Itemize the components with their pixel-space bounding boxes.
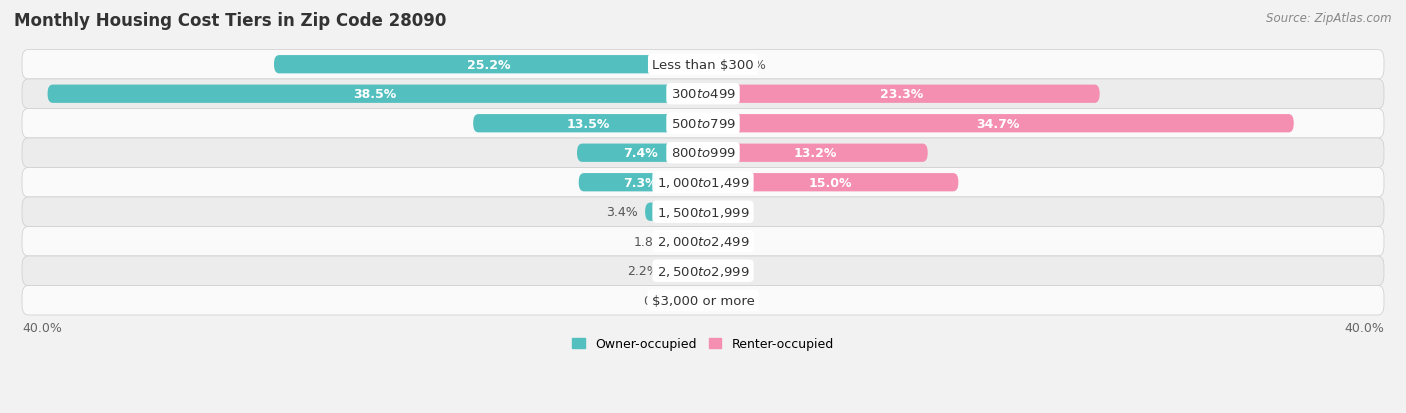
FancyBboxPatch shape <box>22 80 1384 109</box>
Text: 0.0%: 0.0% <box>710 265 742 278</box>
Text: $1,500 to $1,999: $1,500 to $1,999 <box>657 205 749 219</box>
FancyBboxPatch shape <box>645 203 703 221</box>
Text: 25.2%: 25.2% <box>467 59 510 71</box>
FancyBboxPatch shape <box>22 197 1384 227</box>
Text: Monthly Housing Cost Tiers in Zip Code 28090: Monthly Housing Cost Tiers in Zip Code 2… <box>14 12 447 30</box>
FancyBboxPatch shape <box>48 85 703 104</box>
FancyBboxPatch shape <box>22 227 1384 256</box>
Text: 15.0%: 15.0% <box>808 176 852 189</box>
FancyBboxPatch shape <box>579 173 703 192</box>
FancyBboxPatch shape <box>703 173 959 192</box>
Text: 40.0%: 40.0% <box>22 322 62 335</box>
Text: 2.2%: 2.2% <box>627 265 659 278</box>
Text: $300 to $499: $300 to $499 <box>671 88 735 101</box>
Text: $500 to $799: $500 to $799 <box>671 117 735 131</box>
Text: 7.3%: 7.3% <box>623 176 658 189</box>
Text: $3,000 or more: $3,000 or more <box>651 294 755 307</box>
FancyBboxPatch shape <box>703 85 1099 104</box>
Text: $2,500 to $2,999: $2,500 to $2,999 <box>657 264 749 278</box>
FancyBboxPatch shape <box>22 50 1384 80</box>
FancyBboxPatch shape <box>703 144 928 162</box>
Text: $2,000 to $2,499: $2,000 to $2,499 <box>657 235 749 249</box>
FancyBboxPatch shape <box>474 115 703 133</box>
FancyBboxPatch shape <box>274 56 703 74</box>
Text: 13.2%: 13.2% <box>793 147 837 160</box>
Text: 0.0%: 0.0% <box>710 235 742 248</box>
Text: 0.97%: 0.97% <box>727 59 766 71</box>
Text: 23.3%: 23.3% <box>880 88 922 101</box>
Text: 13.5%: 13.5% <box>567 117 610 131</box>
FancyBboxPatch shape <box>690 292 703 310</box>
Text: 40.0%: 40.0% <box>1344 322 1384 335</box>
FancyBboxPatch shape <box>672 233 703 251</box>
Text: Source: ZipAtlas.com: Source: ZipAtlas.com <box>1267 12 1392 25</box>
FancyBboxPatch shape <box>22 168 1384 197</box>
Text: $1,000 to $1,499: $1,000 to $1,499 <box>657 176 749 190</box>
Text: 0.0%: 0.0% <box>710 294 742 307</box>
FancyBboxPatch shape <box>703 56 720 74</box>
FancyBboxPatch shape <box>576 144 703 162</box>
FancyBboxPatch shape <box>703 115 1294 133</box>
Text: 3.4%: 3.4% <box>606 206 638 219</box>
Text: 34.7%: 34.7% <box>977 117 1021 131</box>
Text: 38.5%: 38.5% <box>354 88 396 101</box>
FancyBboxPatch shape <box>22 286 1384 315</box>
Text: 7.4%: 7.4% <box>623 147 658 160</box>
FancyBboxPatch shape <box>665 262 703 280</box>
FancyBboxPatch shape <box>22 109 1384 139</box>
FancyBboxPatch shape <box>22 256 1384 286</box>
Text: $800 to $999: $800 to $999 <box>671 147 735 160</box>
FancyBboxPatch shape <box>22 139 1384 168</box>
Text: 1.8%: 1.8% <box>634 235 665 248</box>
Legend: Owner-occupied, Renter-occupied: Owner-occupied, Renter-occupied <box>568 332 838 355</box>
Text: 0.0%: 0.0% <box>710 206 742 219</box>
Text: Less than $300: Less than $300 <box>652 59 754 71</box>
Text: 0.75%: 0.75% <box>644 294 683 307</box>
